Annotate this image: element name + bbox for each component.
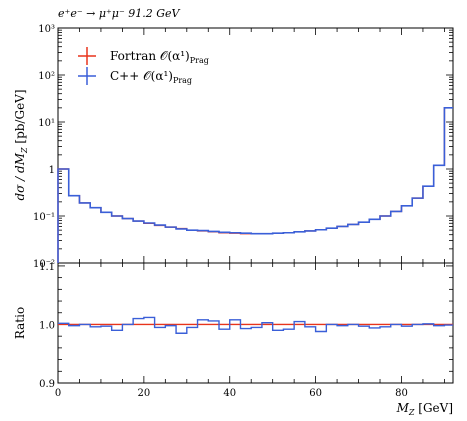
main-y-tick-label: 10¹ xyxy=(38,118,55,129)
main-y-tick-label: 10³ xyxy=(38,24,55,35)
ratio-y-tick-label: 0.9 xyxy=(39,379,55,390)
ratio-y-tick-label: 1.1 xyxy=(39,262,55,273)
main-y-tick-label: 1 xyxy=(49,165,55,176)
main-y-tick-label: 10² xyxy=(38,71,55,82)
ratio-plot-frame xyxy=(57,262,454,384)
legend: Fortran 𝒪(α¹)Prag C++ 𝒪(α¹)Prag xyxy=(78,47,209,85)
x-tick-label: 0 xyxy=(55,388,61,399)
ratio-series-group xyxy=(58,316,453,334)
series-fortran-histogram xyxy=(57,107,453,263)
x-axis-label: MZ [GeV] xyxy=(396,401,453,417)
legend-label-fortran: Fortran 𝒪(α¹)Prag xyxy=(110,49,209,65)
x-tick-label: 80 xyxy=(395,388,408,399)
ratio-series-histogram xyxy=(58,316,453,334)
main-y-tick-label: 10⁻² xyxy=(33,259,55,270)
x-axis: 0 20 40 60 80 xyxy=(55,28,445,399)
x-tick-label: 60 xyxy=(309,388,322,399)
x-tick-label: 40 xyxy=(223,388,236,399)
legend-entry-fortran: Fortran 𝒪(α¹)Prag xyxy=(78,47,209,65)
main-y-tick-label: 10⁻¹ xyxy=(33,212,55,223)
legend-label-cpp: C++ 𝒪(α¹)Prag xyxy=(110,69,192,85)
ratio-y-tick-label: 1.0 xyxy=(39,320,55,331)
chart-title: e⁺e⁻ → μ⁺μ⁻ 91.2 GeV xyxy=(58,7,181,20)
main-plot-frame xyxy=(57,27,454,264)
ratio-y-axis-label: Ratio xyxy=(13,307,27,339)
x-tick-label: 20 xyxy=(138,388,151,399)
legend-entry-cpp: C++ 𝒪(α¹)Prag xyxy=(78,67,192,85)
series-cpp-histogram xyxy=(57,107,453,263)
main-series-group xyxy=(57,107,453,263)
main-y-axis-label: dσ / dMZ [pb/GeV] xyxy=(13,89,29,200)
